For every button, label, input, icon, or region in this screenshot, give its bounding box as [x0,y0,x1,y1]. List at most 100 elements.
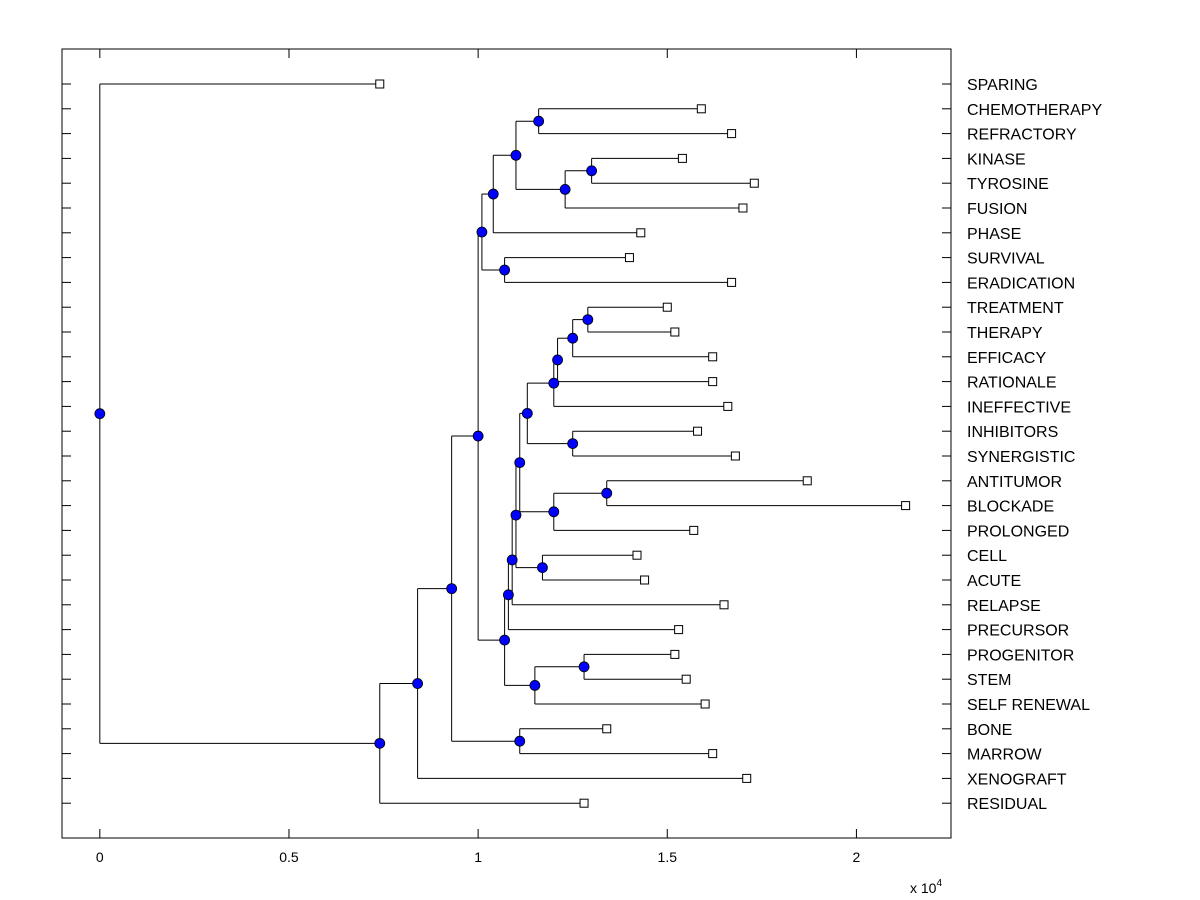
internal-node-marker [521,407,533,419]
leaf-marker [632,550,642,560]
plot-area-frame [61,48,952,839]
leaf-marker [727,129,737,139]
leaf-label: SELF RENEWAL [967,697,1090,714]
internal-node-marker [514,457,526,468]
leaf-marker [708,749,718,759]
leaf-label: BLOCKADE [967,499,1054,516]
dendrogram-nodes [94,115,613,749]
leaf-marker [802,476,812,486]
x-multiplier-base: x 10 [910,880,937,896]
leaf-label: EFFICACY [967,350,1046,367]
leaf-marker [700,699,710,709]
leaf-label: PHASE [967,226,1021,243]
leaf-marker [636,228,646,238]
leaf-label: RATIONALE [967,375,1057,392]
leaf-label: TREATMENT [967,300,1064,317]
leaf-marker [719,600,729,610]
leaf-label: ACUTE [967,573,1021,590]
leaf-marker [901,501,911,511]
x-tick-label: 1.5 [658,849,678,865]
leaf-label: ERADICATION [967,275,1075,292]
leaf-marker [624,253,634,263]
leaf-marker [742,773,752,783]
leaf-marker [689,525,699,535]
internal-node-marker [499,634,511,646]
leaf-label: BONE [967,722,1012,739]
internal-node-marker [567,332,579,344]
leaf-label: CHEMOTHERAPY [967,102,1102,119]
leaf-marker [730,451,740,461]
leaf-marker [602,724,612,734]
internal-node-marker [487,188,499,200]
leaf-label: CELL [967,548,1007,565]
leaf-marker [708,352,718,362]
leaf-label: KINASE [967,151,1026,168]
leaf-label: PRECURSOR [967,623,1069,640]
x-tick-label: 2 [853,849,861,865]
internal-node-marker [502,589,514,601]
dendrogram-leaves [375,79,911,808]
leaf-label: PROLONGED [967,523,1069,540]
internal-node-marker [552,354,563,366]
x-multiplier-exponent: 4 [936,878,942,889]
leaf-marker [670,649,680,659]
internal-node-marker [510,149,522,161]
leaf-label: THERAPY [967,325,1043,342]
internal-node-marker [601,487,613,499]
internal-node-marker [499,264,511,276]
leaf-marker [727,277,737,287]
leaf-marker [375,79,385,89]
leaf-labels: SPARING CHEMOTHERAPY REFRACTORY KINASE TYROS… [967,77,1102,813]
x-tick-label: 0.5 [279,849,299,865]
leaf-label: INHIBITORS [967,424,1058,441]
internal-node-marker [548,506,560,518]
internal-node-marker [510,509,522,521]
internal-node-marker [582,314,594,326]
leaf-label: PROGENITOR [967,647,1074,664]
internal-node-marker [537,562,548,573]
internal-node-marker [529,680,541,691]
leaf-marker [677,153,687,163]
leaf-label: INEFFECTIVE [967,399,1071,416]
leaf-label: REFRACTORY [967,127,1077,144]
internal-node-marker [412,678,424,689]
leaf-label: SPARING [967,77,1038,94]
leaf-label: SURVIVAL [967,251,1045,268]
leaf-label: FUSION [967,201,1027,218]
leaf-marker [738,203,748,213]
internal-node-marker [559,183,571,195]
leaf-marker [708,377,718,387]
internal-node-marker [374,737,386,749]
internal-node-marker [548,377,560,389]
internal-node-marker [472,430,484,442]
internal-node-marker [586,165,598,177]
internal-node-marker [446,583,458,595]
leaf-marker [696,104,706,114]
x-tick-labels: 0 0.5 1 1.5 2 [96,849,861,865]
leaf-marker [674,625,684,635]
leaf-label: ANTITUMOR [967,474,1062,491]
x-tick-label: 0 [96,849,104,865]
leaf-marker [723,401,733,411]
leaf-label: SYNERGISTIC [967,449,1075,466]
leaf-label: RESIDUAL [967,796,1047,813]
leaf-marker [640,575,650,585]
leaf-marker [749,178,759,188]
internal-node-marker [506,554,518,566]
internal-node-marker [578,661,590,673]
leaf-marker [693,426,703,436]
leaf-label: STEM [967,672,1011,689]
leaf-label: XENOGRAFT [967,771,1067,788]
leaf-marker [670,327,680,337]
leaf-marker [681,674,691,684]
internal-node-marker [567,438,579,450]
leaf-label: TYROSINE [967,176,1049,193]
internal-node-marker [476,226,488,238]
internal-node-marker [94,408,106,420]
leaf-marker [579,798,589,808]
leaf-label: RELAPSE [967,598,1041,615]
x-tick-label: 1 [474,849,482,865]
leaf-marker [662,302,672,312]
x-multiplier-label: x 104 [910,878,942,896]
